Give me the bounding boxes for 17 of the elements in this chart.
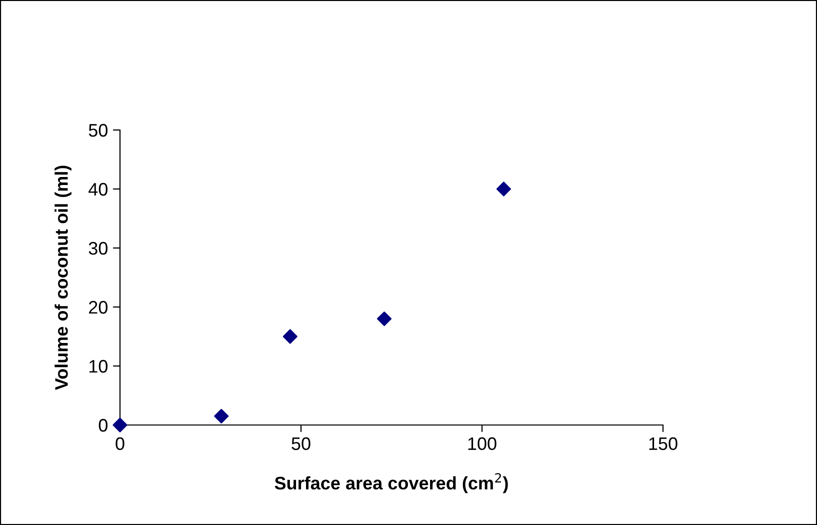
x-tick-label: 0 [116, 437, 124, 450]
point [376, 312, 392, 326]
point [214, 408, 229, 424]
y-tick-label: 20 [89, 300, 108, 314]
y-tick-label: 30 [88, 242, 108, 255]
y-tick-label: 10 [89, 360, 108, 373]
y-tick-label: 50 [88, 124, 108, 137]
point [112, 418, 128, 432]
x-tick-label: 100 [468, 437, 496, 450]
y-axis-title: Volume of coconut oil (ml) [54, 166, 72, 390]
y-tick-label: 40 [88, 182, 108, 196]
x-tick-label: 150 [649, 437, 678, 450]
point [282, 329, 298, 344]
x-tick-label: 50 [292, 437, 310, 450]
y-tick-label: 0 [98, 418, 108, 432]
x-axis-title: Surface area covered (cm$^{2}$) [274, 473, 508, 494]
point [496, 182, 512, 196]
